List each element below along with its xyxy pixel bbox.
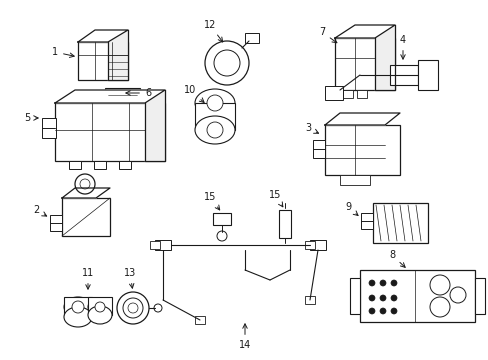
Bar [195,103,235,130]
Circle shape [214,50,240,76]
Bar [389,65,417,85]
Bar [155,240,171,250]
Circle shape [379,280,385,286]
Circle shape [75,174,95,194]
Bar [244,33,259,43]
Bar [339,175,369,185]
Polygon shape [55,90,164,103]
Bar [372,203,427,243]
Polygon shape [325,113,399,125]
Text: 15: 15 [268,190,282,207]
Text: 13: 13 [123,268,136,288]
Bar [360,213,372,229]
Circle shape [206,122,223,138]
Circle shape [206,95,223,111]
Circle shape [449,287,465,303]
Text: 9: 9 [344,202,357,216]
Text: 5: 5 [24,113,38,123]
Circle shape [368,295,374,301]
Text: 14: 14 [238,324,251,350]
Bar [150,241,160,249]
Polygon shape [78,30,128,42]
Circle shape [390,280,396,286]
Bar [279,210,290,238]
Bar [349,278,359,314]
Text: 3: 3 [305,123,318,133]
Circle shape [80,179,90,189]
Bar [417,60,437,90]
Ellipse shape [64,297,92,317]
Ellipse shape [195,116,235,144]
Bar [325,86,342,100]
Polygon shape [145,90,164,161]
Bar [213,213,230,225]
Ellipse shape [88,306,112,324]
Bar [105,88,140,103]
Circle shape [368,308,374,314]
Ellipse shape [88,298,112,316]
Circle shape [390,308,396,314]
Circle shape [95,302,105,312]
Circle shape [204,41,248,85]
Bar [94,161,106,169]
Bar [359,270,474,322]
Bar [356,90,366,98]
Text: 7: 7 [318,27,336,43]
Circle shape [379,295,385,301]
Bar [119,161,131,169]
Circle shape [429,275,449,295]
Bar [55,103,164,161]
Bar [42,118,56,138]
Bar [69,161,81,169]
Circle shape [390,295,396,301]
Bar [309,240,325,250]
Circle shape [72,301,84,313]
Bar [78,42,128,80]
Bar [195,316,204,324]
Text: 2: 2 [33,205,46,216]
Bar [305,241,314,249]
Bar [88,297,112,315]
Text: 15: 15 [203,192,219,210]
Circle shape [368,280,374,286]
Polygon shape [108,30,128,80]
Circle shape [379,308,385,314]
Polygon shape [334,25,394,38]
Polygon shape [374,25,394,90]
Bar [474,278,484,314]
Bar [342,90,352,98]
Text: 11: 11 [81,268,94,289]
Text: 1: 1 [52,47,74,57]
Bar [334,38,394,90]
Polygon shape [62,188,110,198]
Bar [62,198,110,236]
Bar [325,125,399,175]
Circle shape [128,303,138,313]
Text: 12: 12 [203,20,222,42]
Bar [64,297,92,317]
Ellipse shape [195,89,235,117]
Circle shape [117,292,149,324]
Ellipse shape [64,307,92,327]
Text: 8: 8 [388,250,405,267]
Circle shape [123,298,142,318]
Text: 10: 10 [183,85,203,103]
Circle shape [429,297,449,317]
Text: 6: 6 [125,88,151,98]
Bar [312,140,325,158]
Bar [50,215,62,231]
Text: 4: 4 [399,35,405,59]
Bar [305,296,314,304]
Circle shape [154,304,162,312]
Circle shape [217,231,226,241]
